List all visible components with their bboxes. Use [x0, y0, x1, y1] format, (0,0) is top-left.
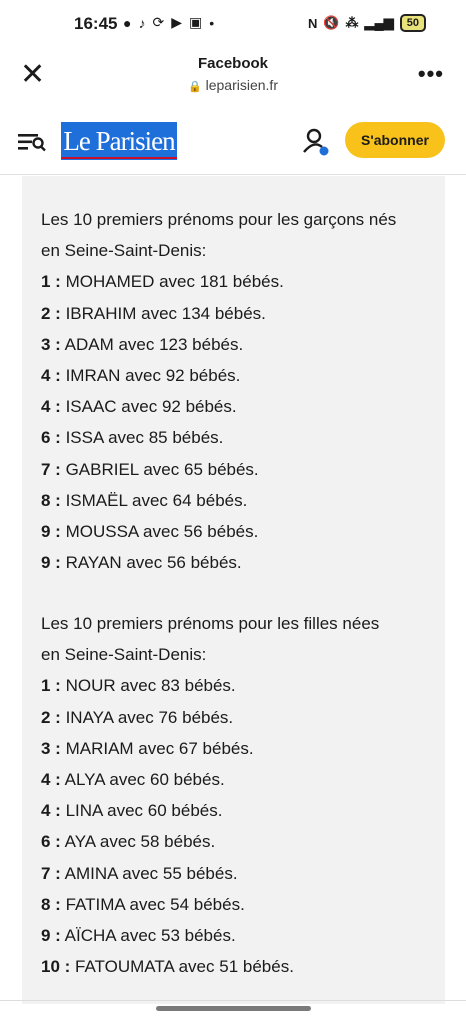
home-indicator[interactable]	[156, 1006, 311, 1011]
girls-intro-line-2: en Seine-Saint-Denis:	[41, 645, 207, 665]
browser-url-text: leparisien.fr	[205, 77, 278, 93]
tiktok-icon: ♪	[138, 14, 146, 31]
rank-label: 9 :	[41, 553, 61, 573]
item-text: FATIMA avec 54 bébés.	[60, 894, 245, 914]
browser-title: Facebook	[197, 55, 269, 72]
rank-label: 6 :	[41, 832, 61, 852]
sync-icon: ⟳	[152, 14, 165, 30]
account-icon[interactable]	[303, 128, 329, 156]
rank-label: 6 :	[41, 428, 61, 448]
article-content: Les 10 premiers prénoms pour les garçons…	[22, 176, 445, 1004]
list-item: 4 : ISAAC avec 92 bébés.	[41, 391, 441, 422]
item-text: AMINA avec 55 bébés.	[60, 863, 238, 883]
more-options-icon[interactable]: •••	[417, 61, 444, 86]
browser-url: 🔒 leparisien.fr	[0, 77, 466, 93]
rank-label: 9 :	[41, 522, 61, 542]
rank-label: 1 :	[41, 272, 61, 292]
item-text: ISSA avec 85 bébés.	[60, 428, 224, 448]
item-text: LINA avec 60 bébés.	[60, 801, 223, 821]
rank-label: 3 :	[41, 334, 61, 354]
rank-label: 8 :	[41, 490, 61, 510]
rank-label: 4 :	[41, 801, 61, 821]
item-text: IMRAN avec 92 bébés.	[60, 366, 241, 386]
play-icon: ▶	[171, 14, 182, 30]
item-text: IBRAHIM avec 134 bébés.	[60, 303, 266, 323]
subscribe-button[interactable]: S'abonner	[345, 122, 445, 158]
signal-icon: ▂▄▆	[364, 15, 394, 30]
rank-label: 4 :	[41, 770, 61, 790]
item-text: MARIAM avec 67 bébés.	[60, 738, 254, 758]
list-item: 10 : FATOUMATA avec 51 bébés.	[41, 951, 441, 982]
item-text: NOUR avec 83 bébés.	[60, 676, 236, 696]
rank-label: 3 :	[41, 738, 61, 758]
item-text: FATOUMATA avec 51 bébés.	[70, 957, 294, 977]
lock-icon: 🔒	[188, 81, 202, 93]
item-text: ISMAËL avec 64 bébés.	[60, 490, 248, 510]
site-header: Le Parisien S'abonner	[0, 110, 466, 175]
divider	[0, 1000, 466, 1001]
item-text: INAYA avec 76 bébés.	[60, 707, 234, 727]
list-item: 1 : NOUR avec 83 bébés.	[41, 670, 441, 701]
rank-label: 4 :	[41, 397, 61, 417]
list-item: 3 : MARIAM avec 67 bébés.	[41, 733, 441, 764]
rank-label: 7 :	[41, 863, 61, 883]
list-item: 9 : MOUSSA avec 56 bébés.	[41, 516, 441, 547]
list-item: 9 : RAYAN avec 56 bébés.	[41, 547, 441, 578]
list-item: 2 : INAYA avec 76 bébés.	[41, 702, 441, 733]
list-item: 4 : IMRAN avec 92 bébés.	[41, 360, 441, 391]
rank-label: 1 :	[41, 676, 61, 696]
menu-search-icon[interactable]	[18, 132, 46, 152]
logo-underline	[61, 157, 177, 159]
list-item: 3 : ADAM avec 123 bébés.	[41, 329, 441, 360]
rank-label: 2 :	[41, 707, 61, 727]
list-item: 4 : ALYA avec 60 bébés.	[41, 764, 441, 795]
girls-intro-line-1: Les 10 premiers prénoms pour les filles …	[41, 614, 380, 633]
system-icons: N 🔇 ⁂ ▂▄▆ 50	[308, 14, 426, 32]
dot-icon: •	[209, 14, 215, 31]
list-item: 6 : AYA avec 58 bébés.	[41, 826, 441, 857]
status-time: 16:45	[74, 14, 118, 33]
boys-list: Les 10 premiers prénoms pour les garçons…	[41, 204, 441, 578]
boys-intro-line-2: en Seine-Saint-Denis:	[41, 241, 207, 261]
mute-icon: 🔇	[323, 15, 340, 30]
item-text: MOUSSA avec 56 bébés.	[60, 522, 259, 542]
notification-icons: ● ♪ ⟳ ▶ ▣ •	[123, 14, 214, 31]
girls-list: Les 10 premiers prénoms pour les filles …	[41, 608, 441, 982]
bluetooth-icon: ⁂	[345, 15, 359, 30]
close-icon[interactable]: ✕	[20, 58, 46, 91]
item-text: ALYA avec 60 bébés.	[60, 770, 225, 790]
item-text: AÏCHA avec 53 bébés.	[60, 926, 236, 946]
list-item: 7 : GABRIEL avec 65 bébés.	[41, 454, 441, 485]
list-item: 7 : AMINA avec 55 bébés.	[41, 858, 441, 889]
item-text: ADAM avec 123 bébés.	[60, 334, 244, 354]
list-item: 4 : LINA avec 60 bébés.	[41, 795, 441, 826]
rank-label: 2 :	[41, 303, 61, 323]
list-item: 2 : IBRAHIM avec 134 bébés.	[41, 298, 441, 329]
rank-label: 9 :	[41, 926, 61, 946]
item-text: ISAAC avec 92 bébés.	[60, 397, 237, 417]
in-app-browser-bar: ✕ Facebook 🔒 leparisien.fr •••	[0, 48, 466, 106]
rank-label: 10 :	[41, 957, 71, 977]
item-text: AYA avec 58 bébés.	[60, 832, 216, 852]
chat-icon: ●	[123, 14, 132, 31]
list-item: 8 : ISMAËL avec 64 bébés.	[41, 485, 441, 516]
rank-label: 8 :	[41, 894, 61, 914]
item-text: GABRIEL avec 65 bébés.	[60, 459, 259, 479]
boys-intro-line-1: Les 10 premiers prénoms pour les garçons…	[41, 210, 397, 229]
list-item: 1 : MOHAMED avec 181 bébés.	[41, 266, 441, 297]
rank-label: 4 :	[41, 366, 61, 386]
list-item: 6 : ISSA avec 85 bébés.	[41, 422, 441, 453]
app-icon: ▣	[188, 14, 203, 30]
list-item: 9 : AÏCHA avec 53 bébés.	[41, 920, 441, 951]
status-bar: 16:45 ● ♪ ⟳ ▶ ▣ • N 🔇 ⁂ ▂▄▆ 50	[0, 0, 466, 48]
list-item: 8 : FATIMA avec 54 bébés.	[41, 889, 441, 920]
nfc-icon: N	[307, 15, 318, 31]
item-text: RAYAN avec 56 bébés.	[60, 553, 242, 573]
rank-label: 7 :	[41, 459, 61, 479]
le-parisien-logo[interactable]: Le Parisien	[61, 122, 177, 160]
item-text: MOHAMED avec 181 bébés.	[60, 272, 284, 292]
battery-icon: 50	[399, 14, 426, 32]
